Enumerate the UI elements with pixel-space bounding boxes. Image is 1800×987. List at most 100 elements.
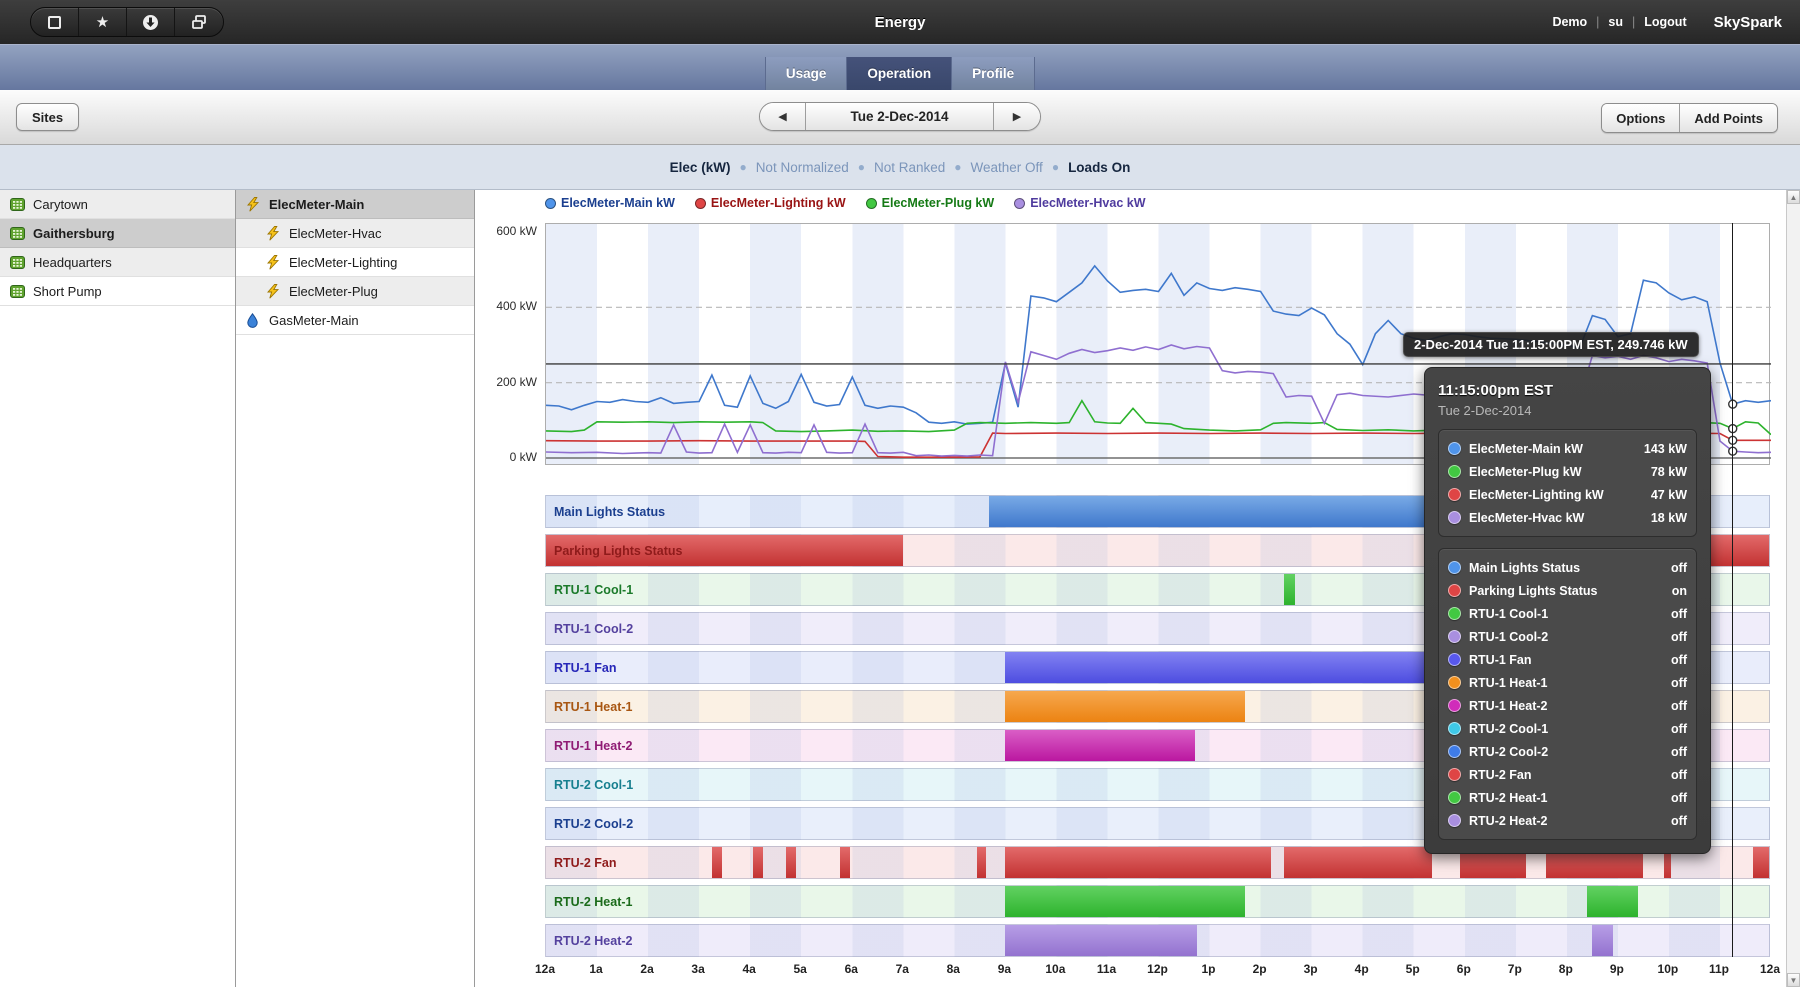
point-dot-icon <box>1448 722 1461 735</box>
point-name: ElecMeter-Hvac kW <box>1469 510 1585 525</box>
timeline-row-label: RTU-2 Heat-1 <box>554 894 633 909</box>
x-axis-tick: 2p <box>1252 962 1267 976</box>
equip-item-elecmeter-lighting[interactable]: ElecMeter-Lighting <box>236 248 474 277</box>
scroll-down-icon[interactable]: ▼ <box>1787 973 1800 987</box>
legend-dot-icon <box>694 197 706 209</box>
tab-operation[interactable]: Operation <box>846 57 952 90</box>
status-bar <box>1283 847 1432 878</box>
status-bar <box>1005 886 1246 917</box>
inspector-meter-row: ElecMeter-Lighting kW 47 kW <box>1448 483 1687 506</box>
status-bar <box>752 847 763 878</box>
bullet-separator: ● <box>954 160 962 174</box>
separator: | <box>1632 15 1636 29</box>
point-value: off <box>1671 790 1687 805</box>
equip-item-elecmeter-main[interactable]: ElecMeter-Main <box>236 190 474 219</box>
x-axis-tick: 4a <box>742 962 756 976</box>
point-name: ElecMeter-Main kW <box>1469 441 1583 456</box>
status-bar <box>1283 574 1295 605</box>
status-measure-label: Elec (kW) <box>669 159 731 175</box>
status-bar <box>1592 925 1613 956</box>
sidebar-item-short-pump[interactable]: Short Pump <box>0 277 235 306</box>
inspector-status-row: RTU-1 Heat-2 off <box>1448 694 1687 717</box>
point-value: 143 kW <box>1643 441 1687 456</box>
timeline-row-label: RTU-2 Heat-2 <box>554 933 633 948</box>
point-dot-icon <box>1448 561 1461 574</box>
sites-button[interactable]: Sites <box>16 103 80 131</box>
bullet-separator: ● <box>857 160 865 174</box>
point-value: 18 kW <box>1650 510 1687 525</box>
inspector-date: Tue 2-Dec-2014 <box>1438 403 1532 418</box>
sidebar-item-gaithersburg[interactable]: Gaithersburg <box>0 219 235 248</box>
point-dot-icon <box>1448 791 1461 804</box>
session-menu[interactable]: su <box>1608 15 1624 29</box>
lightning-bolt-icon <box>246 196 261 212</box>
point-inspector-panel: 11:15:00pm EST Tue 2-Dec-2014 ElecMeter-… <box>1424 367 1711 854</box>
tab-profile[interactable]: Profile <box>951 57 1036 90</box>
timeline-row-label: RTU-2 Cool-1 <box>554 777 634 792</box>
point-value: off <box>1671 652 1687 667</box>
bullet-separator: ● <box>739 160 747 174</box>
status-bar <box>1005 925 1197 956</box>
point-dot-icon <box>1448 676 1461 689</box>
add-points-button[interactable]: Add Points <box>1680 104 1777 132</box>
point-value: off <box>1671 560 1687 575</box>
legend-dot-icon <box>1014 197 1026 209</box>
prev-day-button[interactable]: ◀ <box>760 103 806 130</box>
x-axis-tick: 5p <box>1405 962 1420 976</box>
date-label[interactable]: Tue 2-Dec-2014 <box>806 103 994 130</box>
sidebar-item-carytown[interactable]: Carytown <box>0 190 235 219</box>
point-value: off <box>1671 629 1687 644</box>
time-cursor-line <box>1732 223 1733 957</box>
status-option: Weather Off <box>970 159 1043 175</box>
point-value: off <box>1671 813 1687 828</box>
inspector-status-row: RTU-2 Cool-2 off <box>1448 740 1687 763</box>
lightning-bolt-icon <box>266 283 281 299</box>
legend-label: ElecMeter-Lighting kW <box>710 196 846 210</box>
legend-item: ElecMeter-Main kW <box>545 196 675 210</box>
x-axis-tick: 11p <box>1708 962 1730 976</box>
date-navigator: ◀ Tue 2-Dec-2014 ▶ <box>759 102 1041 131</box>
x-axis-tick: 5a <box>793 962 807 976</box>
x-axis-tick: 10a <box>1045 962 1066 976</box>
inspector-status-row: RTU-1 Cool-1 off <box>1448 602 1687 625</box>
download-icon[interactable] <box>127 8 175 36</box>
timeline-row-rtu-2-heat-2[interactable]: RTU-2 Heat-2 <box>545 924 1770 957</box>
vertical-scrollbar[interactable]: ▲ ▼ <box>1786 190 1800 987</box>
x-axis-tick: 3a <box>691 962 705 976</box>
tab-usage[interactable]: Usage <box>764 57 847 90</box>
site-label: Short Pump <box>33 283 102 299</box>
y-axis-label: 400 kW <box>496 299 537 314</box>
logout-link[interactable]: Logout <box>1644 15 1687 29</box>
point-name: RTU-1 Heat-1 <box>1469 675 1548 690</box>
status-bar <box>1663 847 1672 878</box>
star-icon[interactable]: ★ <box>79 8 127 36</box>
timeline-row-label: Main Lights Status <box>554 504 666 519</box>
point-name: Parking Lights Status <box>1469 583 1598 598</box>
point-dot-icon <box>1448 814 1461 827</box>
point-dot-icon <box>1448 488 1461 501</box>
next-day-button[interactable]: ▶ <box>994 103 1040 130</box>
title-bar: ★ Energy Demo | su | Logout SkySpark <box>0 0 1800 44</box>
timeline-row-rtu-2-heat-1[interactable]: RTU-2 Heat-1 <box>545 885 1770 918</box>
site-label: Carytown <box>33 196 88 212</box>
sites-sidebar: Carytown Gaithersburg Headquarters Short Pu… <box>0 190 236 987</box>
cascade-windows-icon[interactable] <box>175 8 223 36</box>
equip-item-elecmeter-hvac[interactable]: ElecMeter-Hvac <box>236 219 474 248</box>
scroll-up-icon[interactable]: ▲ <box>1787 190 1800 204</box>
options-button[interactable]: Options <box>1602 104 1681 132</box>
inspector-status-row: RTU-1 Fan off <box>1448 648 1687 671</box>
equip-sidebar: ElecMeter-Main ElecMeter-Hvac ElecMeter-Li… <box>236 190 475 987</box>
sidebar-item-headquarters[interactable]: Headquarters <box>0 248 235 277</box>
user-menu[interactable]: Demo <box>1552 15 1588 29</box>
point-name: RTU-2 Fan <box>1469 767 1532 782</box>
point-dot-icon <box>1448 699 1461 712</box>
point-value: off <box>1671 767 1687 782</box>
legend-item: ElecMeter-Plug kW <box>865 196 994 210</box>
equip-label: ElecMeter-Main <box>269 196 365 212</box>
maximize-icon[interactable] <box>31 8 79 36</box>
time-axis: 12a 1a 2a 3a 4a 5a 6a 7a 8a 9a 10a 11a 12p 1p 2p 3p 4p 5p… <box>535 962 1780 980</box>
legend-dot-icon <box>865 197 877 209</box>
equip-item-gasmeter-main[interactable]: GasMeter-Main <box>236 306 474 335</box>
equip-item-elecmeter-plug[interactable]: ElecMeter-Plug <box>236 277 474 306</box>
timeline-row-rtu-2-fan[interactable]: RTU-2 Fan <box>545 846 1770 879</box>
